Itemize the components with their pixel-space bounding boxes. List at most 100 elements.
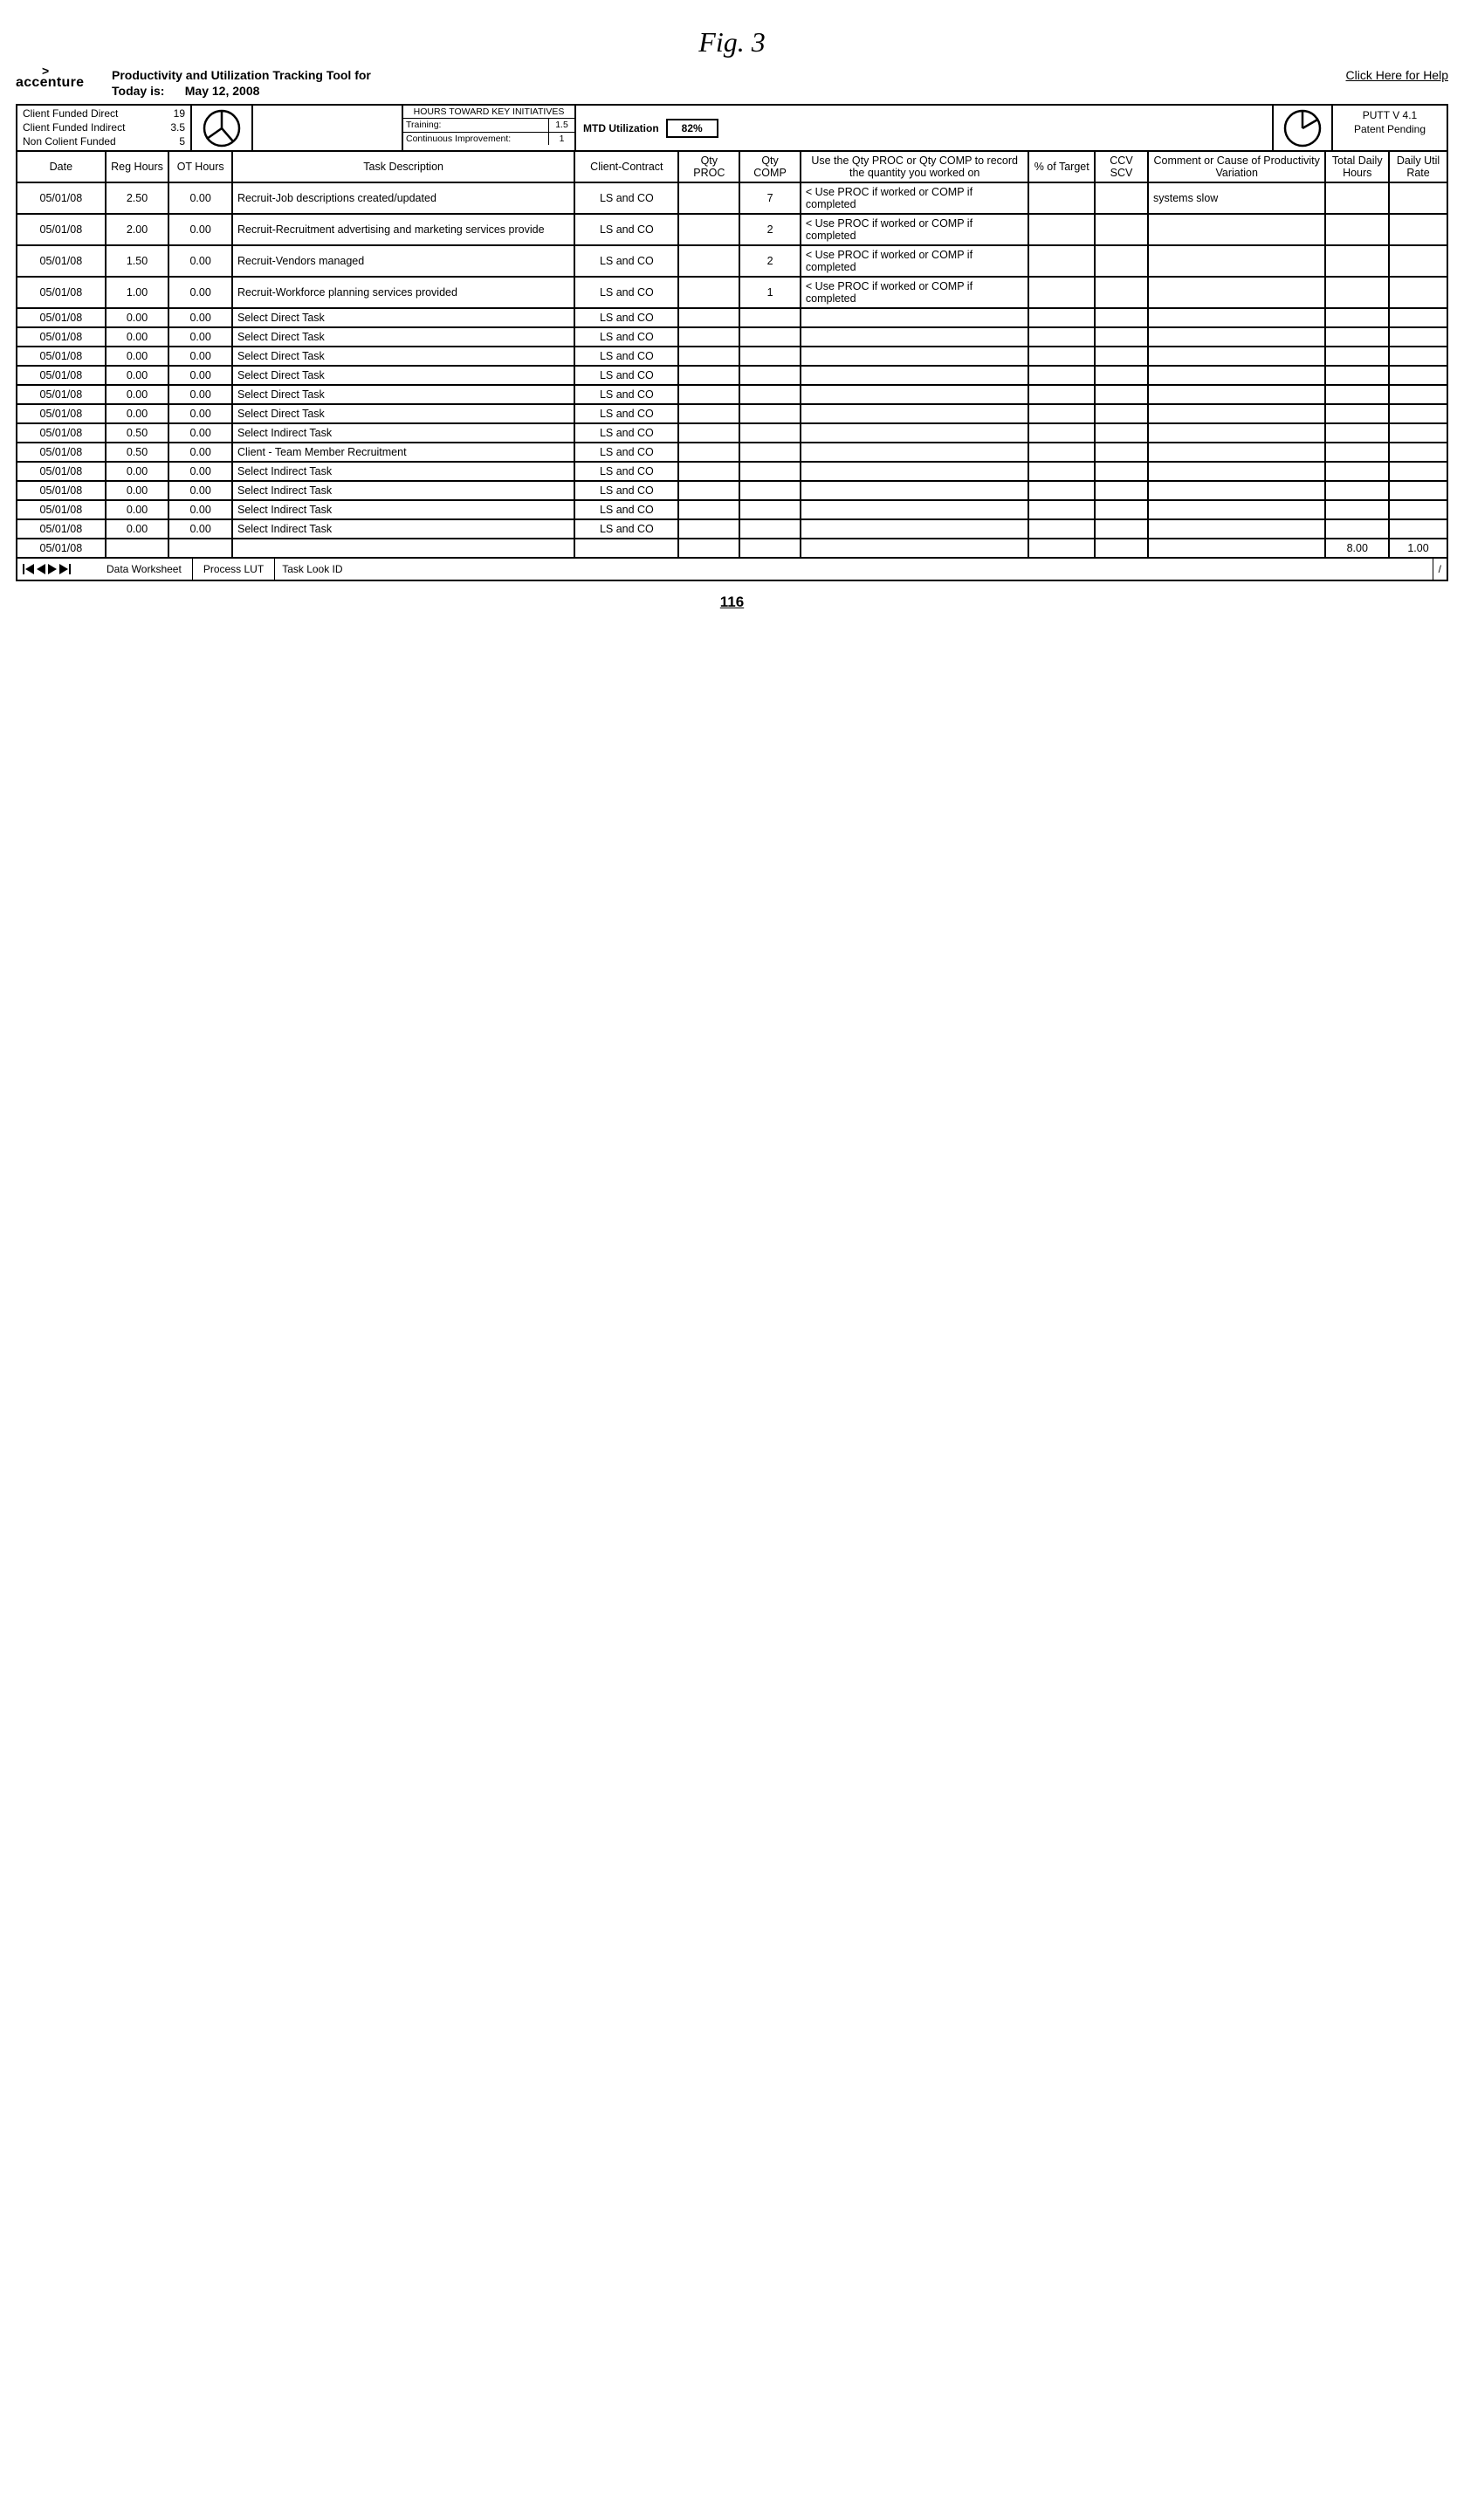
- cell-ot-hours[interactable]: 0.00: [168, 443, 232, 462]
- cell-qty-comp[interactable]: [739, 519, 801, 539]
- cell-comment[interactable]: [1148, 245, 1325, 277]
- cell-client[interactable]: LS and CO: [574, 500, 678, 519]
- cell-comment[interactable]: [1148, 443, 1325, 462]
- cell-date[interactable]: 05/01/08: [17, 481, 106, 500]
- cell-ot-hours[interactable]: 0.00: [168, 366, 232, 385]
- help-link[interactable]: Click Here for Help: [1346, 68, 1448, 82]
- cell-ccv-scv[interactable]: [1095, 366, 1148, 385]
- cell-pct-target[interactable]: [1028, 245, 1095, 277]
- cell-date[interactable]: 05/01/08: [17, 308, 106, 327]
- cell-pct-target[interactable]: [1028, 539, 1095, 558]
- cell-client[interactable]: LS and CO: [574, 245, 678, 277]
- cell-ot-hours[interactable]: [168, 539, 232, 558]
- cell-date[interactable]: 05/01/08: [17, 443, 106, 462]
- cell-task-desc[interactable]: Select Direct Task: [232, 308, 574, 327]
- cell-qty-proc[interactable]: [678, 347, 739, 366]
- cell-reg-hours[interactable]: 0.00: [106, 404, 169, 423]
- cell-ot-hours[interactable]: 0.00: [168, 182, 232, 214]
- cell-qty-proc[interactable]: [678, 245, 739, 277]
- cell-note[interactable]: [801, 366, 1029, 385]
- cell-comment[interactable]: [1148, 366, 1325, 385]
- cell-total-daily-hours[interactable]: [1325, 385, 1389, 404]
- cell-qty-proc[interactable]: [678, 327, 739, 347]
- cell-daily-util-rate[interactable]: [1389, 308, 1447, 327]
- cell-pct-target[interactable]: [1028, 500, 1095, 519]
- cell-total-daily-hours[interactable]: [1325, 481, 1389, 500]
- cell-ccv-scv[interactable]: [1095, 500, 1148, 519]
- cell-qty-comp[interactable]: [739, 462, 801, 481]
- cell-qty-comp[interactable]: [739, 404, 801, 423]
- cell-ot-hours[interactable]: 0.00: [168, 385, 232, 404]
- cell-ccv-scv[interactable]: [1095, 214, 1148, 245]
- cell-daily-util-rate[interactable]: 1.00: [1389, 539, 1447, 558]
- cell-reg-hours[interactable]: 0.00: [106, 500, 169, 519]
- cell-reg-hours[interactable]: 0.00: [106, 462, 169, 481]
- cell-qty-comp[interactable]: [739, 443, 801, 462]
- cell-daily-util-rate[interactable]: [1389, 245, 1447, 277]
- sheet-nav-buttons[interactable]: [17, 564, 96, 574]
- cell-date[interactable]: 05/01/08: [17, 462, 106, 481]
- cell-total-daily-hours[interactable]: [1325, 347, 1389, 366]
- cell-pct-target[interactable]: [1028, 214, 1095, 245]
- cell-date[interactable]: 05/01/08: [17, 385, 106, 404]
- prev-sheet-icon[interactable]: [37, 564, 45, 574]
- cell-note[interactable]: [801, 404, 1029, 423]
- cell-client[interactable]: LS and CO: [574, 366, 678, 385]
- cell-daily-util-rate[interactable]: [1389, 366, 1447, 385]
- cell-date[interactable]: 05/01/08: [17, 500, 106, 519]
- cell-qty-proc[interactable]: [678, 308, 739, 327]
- cell-ccv-scv[interactable]: [1095, 347, 1148, 366]
- cell-daily-util-rate[interactable]: [1389, 519, 1447, 539]
- cell-date[interactable]: 05/01/08: [17, 366, 106, 385]
- cell-total-daily-hours[interactable]: [1325, 182, 1389, 214]
- cell-ccv-scv[interactable]: [1095, 277, 1148, 308]
- cell-qty-proc[interactable]: [678, 182, 739, 214]
- cell-date[interactable]: 05/01/08: [17, 347, 106, 366]
- cell-task-desc[interactable]: Select Indirect Task: [232, 481, 574, 500]
- cell-reg-hours[interactable]: 0.50: [106, 423, 169, 443]
- cell-ot-hours[interactable]: 0.00: [168, 500, 232, 519]
- cell-daily-util-rate[interactable]: [1389, 214, 1447, 245]
- cell-date[interactable]: 05/01/08: [17, 277, 106, 308]
- cell-reg-hours[interactable]: 0.00: [106, 385, 169, 404]
- cell-task-desc[interactable]: Select Direct Task: [232, 366, 574, 385]
- cell-note[interactable]: [801, 519, 1029, 539]
- cell-pct-target[interactable]: [1028, 423, 1095, 443]
- cell-ccv-scv[interactable]: [1095, 182, 1148, 214]
- cell-note[interactable]: < Use PROC if worked or COMP if complete…: [801, 245, 1029, 277]
- cell-daily-util-rate[interactable]: [1389, 327, 1447, 347]
- cell-total-daily-hours[interactable]: [1325, 423, 1389, 443]
- cell-note[interactable]: < Use PROC if worked or COMP if complete…: [801, 182, 1029, 214]
- cell-ot-hours[interactable]: 0.00: [168, 347, 232, 366]
- cell-comment[interactable]: [1148, 462, 1325, 481]
- cell-ccv-scv[interactable]: [1095, 519, 1148, 539]
- cell-task-desc[interactable]: Recruit-Workforce planning services prov…: [232, 277, 574, 308]
- cell-ot-hours[interactable]: 0.00: [168, 327, 232, 347]
- cell-reg-hours[interactable]: 0.00: [106, 481, 169, 500]
- cell-daily-util-rate[interactable]: [1389, 423, 1447, 443]
- cell-daily-util-rate[interactable]: [1389, 347, 1447, 366]
- cell-qty-comp[interactable]: [739, 327, 801, 347]
- cell-comment[interactable]: [1148, 481, 1325, 500]
- cell-note[interactable]: [801, 481, 1029, 500]
- cell-ccv-scv[interactable]: [1095, 423, 1148, 443]
- cell-daily-util-rate[interactable]: [1389, 277, 1447, 308]
- cell-client[interactable]: LS and CO: [574, 214, 678, 245]
- cell-client[interactable]: LS and CO: [574, 443, 678, 462]
- cell-note[interactable]: < Use PROC if worked or COMP if complete…: [801, 214, 1029, 245]
- cell-client[interactable]: LS and CO: [574, 404, 678, 423]
- cell-comment[interactable]: [1148, 277, 1325, 308]
- cell-comment[interactable]: [1148, 519, 1325, 539]
- cell-reg-hours[interactable]: 0.50: [106, 443, 169, 462]
- cell-ot-hours[interactable]: 0.00: [168, 404, 232, 423]
- cell-note[interactable]: [801, 443, 1029, 462]
- sheet-tab[interactable]: Task Look ID: [274, 559, 1432, 580]
- cell-note[interactable]: [801, 327, 1029, 347]
- cell-task-desc[interactable]: [232, 539, 574, 558]
- cell-qty-comp[interactable]: 2: [739, 245, 801, 277]
- cell-qty-comp[interactable]: [739, 385, 801, 404]
- cell-date[interactable]: 05/01/08: [17, 404, 106, 423]
- cell-reg-hours[interactable]: 0.00: [106, 519, 169, 539]
- cell-comment[interactable]: [1148, 404, 1325, 423]
- cell-task-desc[interactable]: Select Indirect Task: [232, 423, 574, 443]
